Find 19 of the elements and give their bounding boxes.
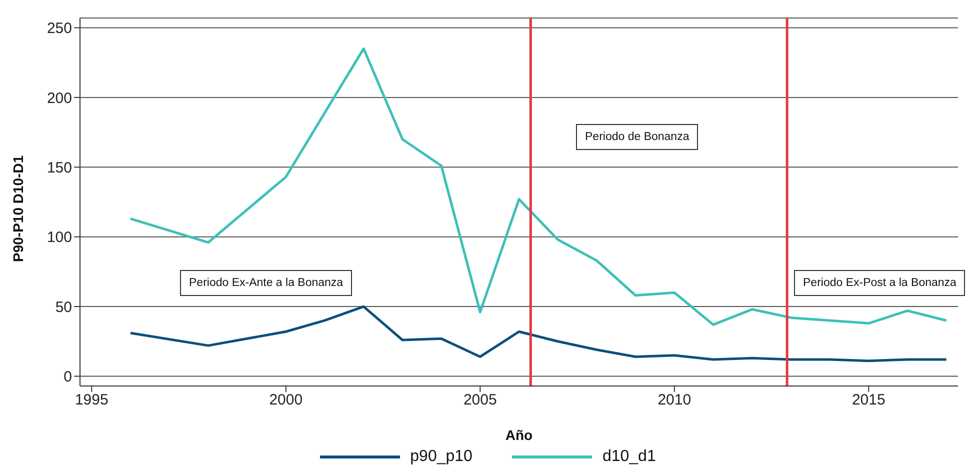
legend-label: p90_p10 [410, 448, 472, 466]
line-series [129, 305, 948, 362]
x-tick-label: 2005 [463, 392, 497, 409]
y-axis-title: P90-P10 D10-D1 [10, 155, 26, 262]
x-tick-label: 2000 [269, 392, 303, 409]
x-tick-label: 2015 [852, 392, 886, 409]
y-tick-label: 0 [64, 368, 72, 386]
x-axis-title: Año [505, 427, 533, 443]
annotation: Periodo Ex-Ante a la Bonanza [180, 270, 352, 296]
y-tick-label: 50 [55, 298, 72, 316]
y-tick-label: 200 [46, 90, 72, 107]
x-tick-label: 2010 [658, 392, 692, 409]
annotation: Periodo de Bonanza [576, 124, 698, 150]
y-tick-label: 150 [46, 159, 72, 176]
y-tick-label: 100 [46, 229, 72, 246]
legend-label: d10_d1 [602, 448, 656, 466]
x-tick-label: 1995 [74, 392, 108, 409]
annotation: Periodo Ex-Post a la Bonanza [794, 270, 966, 296]
y-tick-label: 250 [46, 20, 72, 38]
